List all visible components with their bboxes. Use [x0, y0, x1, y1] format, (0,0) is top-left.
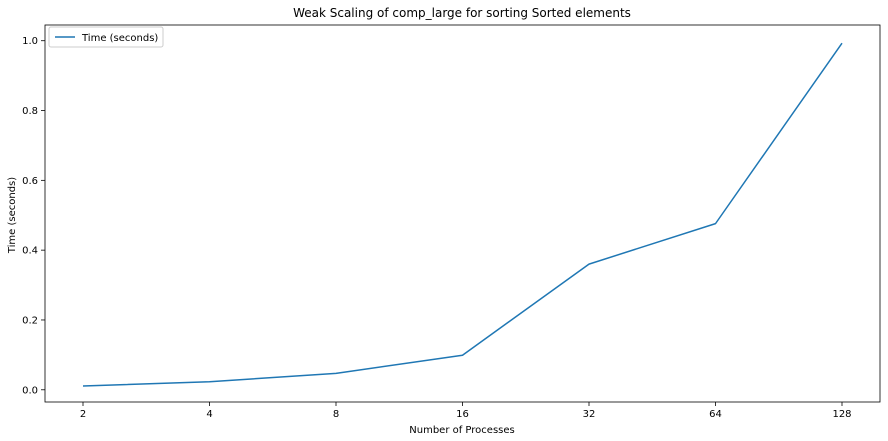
x-tick-label: 128 [832, 409, 851, 420]
plot-area: 2 4 8 16 32 64 128 0.0 0.2 0.4 0.6 0.8 1.0 [22, 24, 881, 420]
y-tick-label: 0.6 [22, 176, 38, 187]
y-tick-label: 0.8 [22, 106, 38, 117]
y-tick-label: 0.2 [22, 315, 38, 326]
x-tick-label: 8 [333, 409, 339, 420]
series-line [82, 42, 843, 387]
chart-title: Weak Scaling of comp_large for sorting S… [293, 6, 631, 20]
legend-box [48, 26, 164, 48]
x-tick-label: 64 [709, 409, 722, 420]
legend-entry-label: Time (seconds) [81, 33, 158, 44]
x-tick-label: 32 [583, 409, 596, 420]
y-tick-label: 0.4 [22, 246, 38, 257]
x-tick-label: 2 [80, 409, 86, 420]
x-tick-label: 4 [206, 409, 212, 420]
y-axis-label: Time (seconds) [7, 177, 18, 254]
y-tick-label: 0.0 [22, 385, 38, 396]
x-tick-label: 16 [456, 409, 469, 420]
legend: Time (seconds) [48, 26, 164, 48]
y-tick-label: 1.0 [22, 36, 38, 47]
x-axis-label: Number of Processes [409, 425, 514, 436]
